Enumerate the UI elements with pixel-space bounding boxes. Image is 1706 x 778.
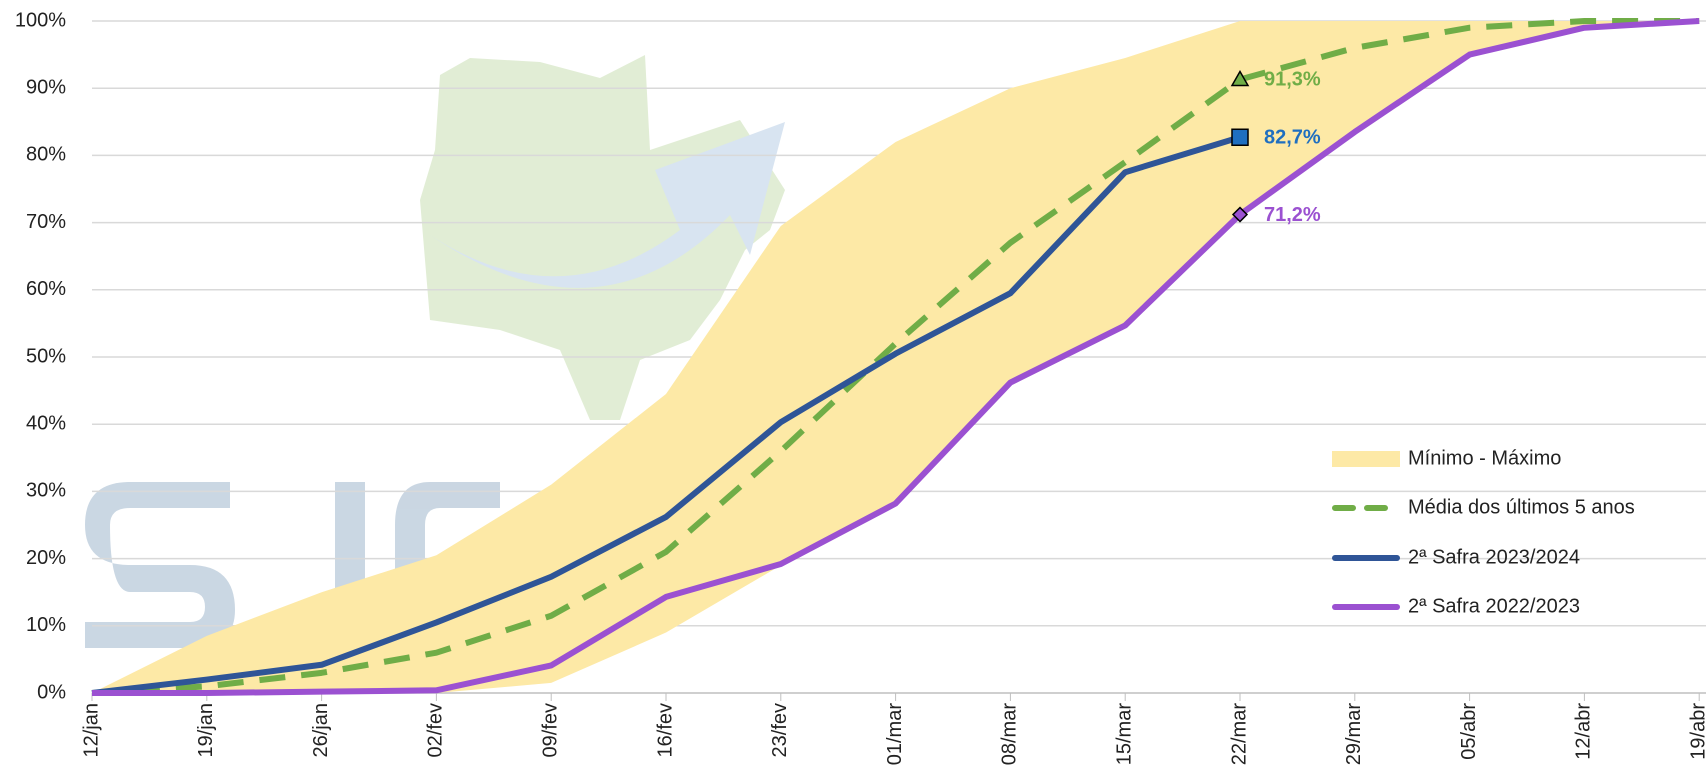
marker <box>1230 69 1250 87</box>
y-tick-label: 60% <box>26 278 66 300</box>
x-tick-label: 22/mar <box>1228 703 1250 766</box>
x-tick-label: 09/fev <box>539 703 561 757</box>
legend-label: 2ª Safra 2023/2024 <box>1408 546 1580 568</box>
arrow-watermark <box>430 122 785 288</box>
y-tick-label: 80% <box>26 144 66 166</box>
legend-label: Mínimo - Máximo <box>1408 447 1561 469</box>
x-tick-label: 16/fev <box>654 703 676 757</box>
x-tick-label: 08/mar <box>999 703 1021 766</box>
x-tick-label: 29/mar <box>1343 703 1365 766</box>
x-tick-label: 02/fev <box>425 703 447 757</box>
marker <box>1231 206 1249 223</box>
x-tick-label: 01/mar <box>884 703 906 766</box>
x-tick-label: 12/abr <box>1573 703 1595 760</box>
y-tick-label: 30% <box>26 480 66 502</box>
logo-watermark <box>85 482 235 648</box>
legend-label: Média dos últimos 5 anos <box>1408 496 1635 518</box>
y-tick-label: 50% <box>26 345 66 367</box>
x-tick-label: 19/abr <box>1687 703 1706 760</box>
marker <box>1231 128 1249 147</box>
map-watermark <box>420 55 785 420</box>
x-tick-label: 05/abr <box>1458 703 1480 760</box>
y-tick-label: 90% <box>26 76 66 98</box>
y-tick-label: 10% <box>26 614 66 636</box>
legend-label: 2ª Safra 2022/2023 <box>1408 595 1580 617</box>
legend-swatch <box>1332 451 1400 467</box>
y-tick-label: 20% <box>26 547 66 569</box>
y-tick-label: 70% <box>26 211 66 233</box>
data-label: 82,7% <box>1264 127 1321 149</box>
series-line <box>91 18 1700 696</box>
series-line <box>91 134 1241 696</box>
x-tick-label: 15/mar <box>1113 703 1135 766</box>
series-line <box>92 18 1700 696</box>
x-tick-label: 23/fev <box>769 703 791 757</box>
data-label: 91,3% <box>1264 69 1321 91</box>
data-label: 71,2% <box>1264 204 1321 226</box>
y-tick-label: 100% <box>15 9 66 31</box>
x-tick-label: 12/jan <box>80 703 102 758</box>
y-tick-label: 40% <box>26 412 66 434</box>
x-tick-label: 19/jan <box>195 703 217 758</box>
x-tick-label: 26/jan <box>310 703 332 758</box>
y-tick-label: 0% <box>37 681 66 703</box>
